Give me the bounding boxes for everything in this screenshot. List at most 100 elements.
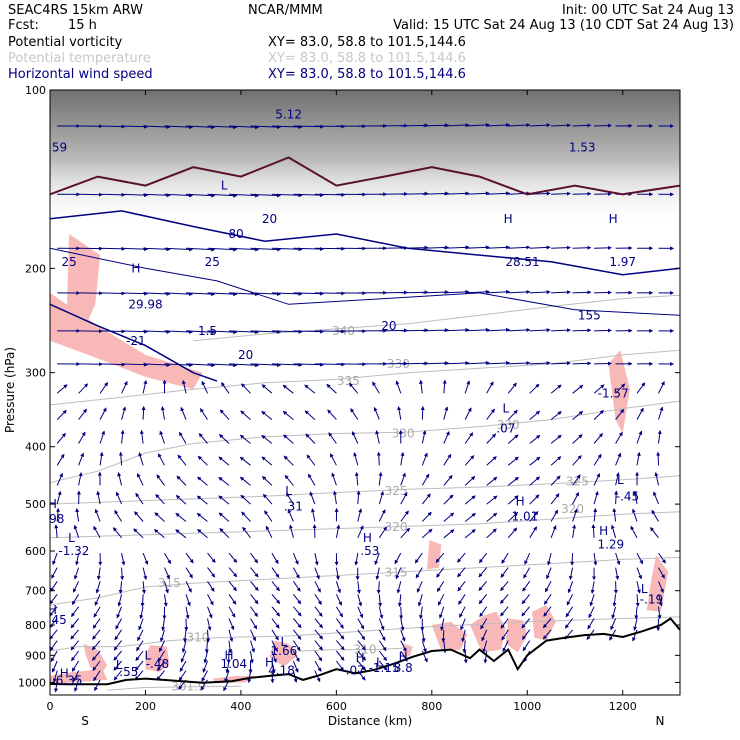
wind-arrow <box>113 670 122 681</box>
pv-label: L <box>641 582 648 596</box>
wind-arrow <box>443 245 470 250</box>
wind-arrow <box>160 406 165 420</box>
pv-label: L <box>281 635 288 649</box>
wind-arrow <box>240 494 251 505</box>
wind-arrow <box>241 511 251 522</box>
wind-arrow <box>78 431 86 444</box>
wind-arrow <box>181 379 187 394</box>
wind-arrow <box>658 567 665 579</box>
wind-arrow <box>180 650 187 663</box>
wind-arrow <box>440 618 445 631</box>
wind-arrow <box>175 495 187 505</box>
wind-arrow <box>483 650 488 664</box>
wind-arrow <box>376 451 381 466</box>
wind-arrow <box>357 618 365 630</box>
pv-label: .98 <box>45 512 64 526</box>
wind-arrow <box>593 490 599 505</box>
wind-arrow <box>326 383 337 394</box>
wind-arrow <box>336 650 345 661</box>
wind-arrow <box>630 525 638 539</box>
wind-arrow <box>286 492 294 505</box>
theta-contour <box>50 511 680 539</box>
wind-arrow <box>400 629 406 642</box>
pv-label: 6.35 <box>56 673 83 687</box>
wind-arrow <box>594 245 612 250</box>
pv-contour <box>50 210 680 276</box>
wind-arrow <box>271 593 281 605</box>
x-tick-label: 400 <box>230 700 251 713</box>
wind-arrow <box>396 581 402 594</box>
y-tick-label: 400 <box>25 441 46 454</box>
wind-arrow <box>239 434 251 444</box>
wind-arrow <box>164 292 193 297</box>
wind-arrow <box>572 434 583 444</box>
wind-arrow <box>314 618 323 629</box>
pv-label: H <box>399 650 408 664</box>
wind-arrow <box>395 380 402 394</box>
x-tick-label: 600 <box>326 700 347 713</box>
wind-arrow <box>218 456 230 466</box>
wind-arrow <box>522 581 531 592</box>
wind-arrow <box>78 452 84 466</box>
wind-arrow <box>507 456 519 466</box>
wind-arrow <box>156 670 165 681</box>
wind-vector-layer <box>50 122 675 693</box>
wind-arrow <box>529 456 541 466</box>
wind-arrow <box>521 618 531 629</box>
wind-arrow <box>443 123 470 128</box>
wind-arrow <box>394 552 402 565</box>
field-xy-wind: XY= 83.0, 58.8 to 101.5,144.6 <box>268 67 466 82</box>
wind-arrow <box>92 618 101 629</box>
wind-arrow <box>164 125 193 130</box>
wind-arrow <box>207 606 213 619</box>
wind-arrow <box>378 650 388 662</box>
wind-arrow <box>73 670 80 683</box>
wind-arrow <box>375 430 380 444</box>
y-tick-label: 100 <box>25 84 46 97</box>
wind-arrow <box>332 490 337 505</box>
wind-arrow <box>610 618 617 631</box>
wind-arrow <box>593 432 603 444</box>
wind-arrow <box>70 640 79 651</box>
wind-arrow <box>117 472 123 486</box>
wind-arrow <box>486 476 498 486</box>
wind-arrow <box>75 508 80 522</box>
wind-arrow <box>636 567 642 580</box>
wind-arrow <box>115 491 123 505</box>
wind-arrow <box>143 247 171 252</box>
wind-arrow <box>615 452 622 466</box>
wind-arrow <box>443 494 454 505</box>
wind-arrow <box>529 361 551 366</box>
wind-arrow <box>293 606 302 617</box>
wind-arrow <box>331 472 337 486</box>
wind-arrow <box>529 494 540 505</box>
wind-arrow <box>94 508 101 522</box>
pv-label: H <box>224 648 233 662</box>
wind-arrow <box>565 618 573 629</box>
pv-label: .31 <box>284 500 303 514</box>
wind-arrow <box>335 524 341 538</box>
wind-arrow <box>443 289 470 294</box>
wind-arrow <box>486 433 497 444</box>
wind-arrow <box>464 432 474 444</box>
wind-arrow <box>113 650 122 661</box>
wind-arrow <box>228 594 237 605</box>
field-name-theta: Potential temperature <box>8 51 151 66</box>
wind-arrow <box>159 430 165 444</box>
wind-arrow <box>570 553 575 566</box>
wind-arrow <box>271 606 281 617</box>
wind-arrow <box>136 473 144 486</box>
wind-arrow <box>282 384 294 394</box>
wind-arrow <box>138 618 144 631</box>
pv-label: 20 <box>238 348 253 362</box>
wind-arrow <box>185 247 216 252</box>
wind-arrow <box>135 492 144 505</box>
wind-arrow <box>99 407 107 420</box>
wind-arrow <box>142 567 148 580</box>
wind-arrow <box>658 381 665 394</box>
wind-arrow <box>304 384 316 394</box>
wind-arrow <box>572 474 581 486</box>
pv-label: 1.01 <box>512 510 539 524</box>
pv-contour <box>50 156 680 196</box>
wind-arrow <box>157 650 165 662</box>
